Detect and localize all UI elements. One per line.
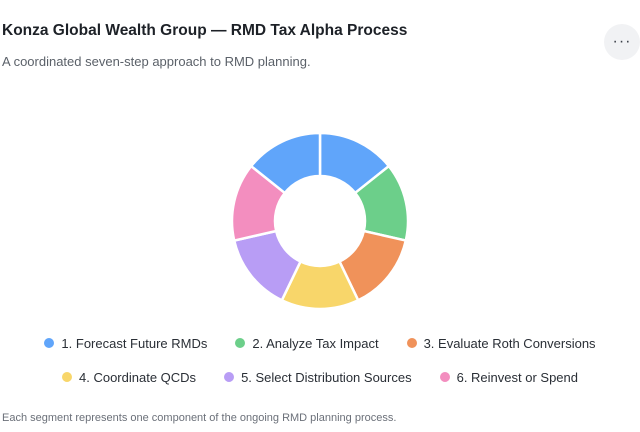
legend-item[interactable]: 1. Forecast Future RMDs (44, 332, 207, 354)
donut-chart-svg (230, 131, 410, 311)
donut-segment-7[interactable] (249, 131, 322, 195)
legend-label: 4. Coordinate QCDs (79, 369, 197, 385)
legend-label: 6. Reinvest or Spend (456, 369, 578, 385)
legend-item[interactable]: 5. Select Distribution Sources (224, 366, 412, 388)
legend-swatch (224, 372, 235, 382)
legend-row: 4. Coordinate QCDs 5. Select Distribution… (0, 366, 640, 388)
legend-row: 1. Forecast Future RMDs 2. Analyze Tax Im… (0, 332, 640, 354)
legend-swatch (235, 338, 246, 348)
legend-swatch (439, 372, 450, 382)
page-subtitle: A coordinated seven-step approach to RMD… (2, 54, 311, 69)
legend-swatch (62, 372, 72, 382)
legend-swatch (44, 338, 55, 348)
legend-item[interactable]: 2. Analyze Tax Impact (235, 332, 379, 354)
legend-label: 3. Evaluate Roth Conversions (423, 335, 596, 351)
donut-chart (0, 80, 640, 311)
more-options-icon: ··· (612, 33, 632, 50)
legend-swatch (406, 338, 417, 348)
legend-item[interactable]: 3. Evaluate Roth Conversions (406, 332, 596, 354)
legend-label: 2. Analyze Tax Impact (252, 335, 379, 351)
legend-item[interactable]: 6. Reinvest or Spend (439, 366, 578, 388)
chart-legend: 1. Forecast Future RMDs 2. Analyze Tax Im… (0, 332, 640, 400)
legend-item[interactable]: 4. Coordinate QCDs (62, 366, 196, 388)
more-options-button[interactable]: ··· (604, 24, 640, 60)
legend-label: 5. Select Distribution Sources (241, 369, 412, 385)
page-title: Konza Global Wealth Group — RMD Tax Alph… (2, 22, 408, 39)
legend-label: 1. Forecast Future RMDs (61, 335, 208, 351)
chart-footnote: Each segment represents one component of… (2, 412, 397, 424)
